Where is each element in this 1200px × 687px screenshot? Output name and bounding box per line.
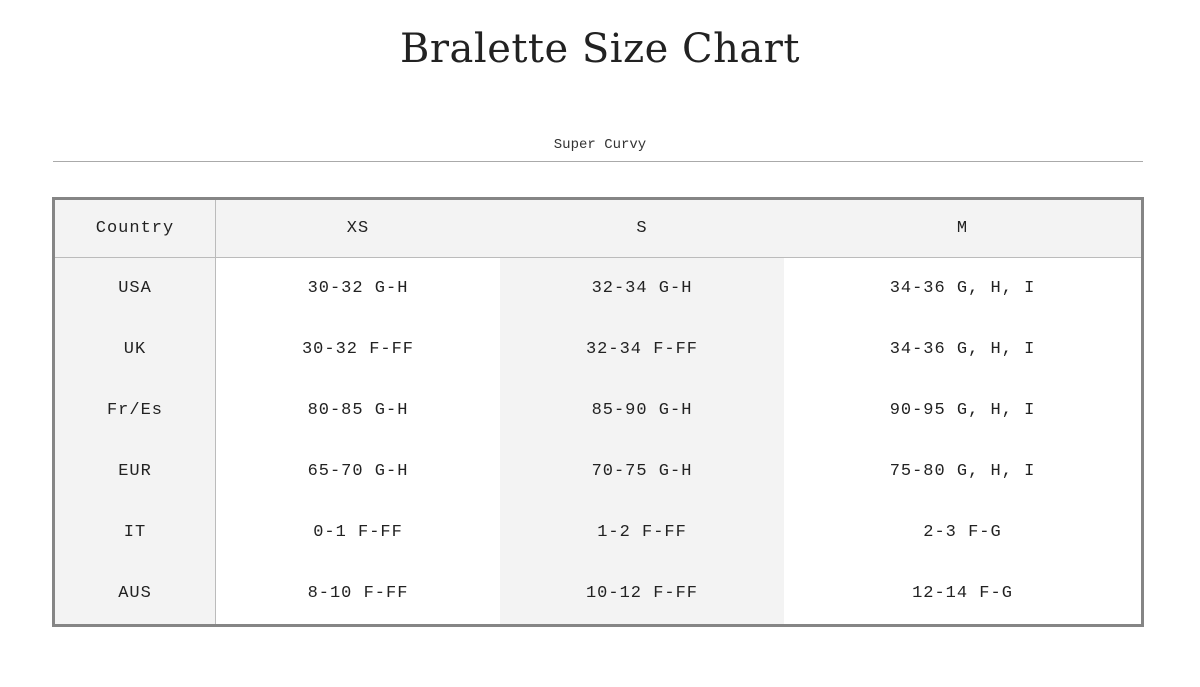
table-row: USA 30-32 G-H 32-34 G-H 34-36 G, H, I bbox=[53, 257, 1143, 319]
size-cell: 30-32 G-H bbox=[307, 279, 409, 298]
size-cell: 10-12 F-FF bbox=[500, 563, 784, 626]
size-cell: 75-80 G, H, I bbox=[889, 462, 1036, 481]
header-row: Country XS S M bbox=[53, 198, 1143, 258]
country-cell: UK bbox=[53, 319, 216, 380]
country-cell: USA bbox=[53, 257, 216, 319]
size-cell: 34-36 G, H, I bbox=[889, 340, 1036, 359]
size-cell: 12-14 F-G bbox=[912, 584, 1013, 603]
size-cell: 85-90 G-H bbox=[500, 380, 784, 441]
size-cell: 34-36 G, H, I bbox=[889, 279, 1036, 298]
header-m: M bbox=[784, 198, 1143, 258]
size-cell: 1-2 F-FF bbox=[500, 502, 784, 563]
country-cell: Fr/Es bbox=[53, 380, 216, 441]
size-cell: 70-75 G-H bbox=[500, 441, 784, 502]
size-cell: 80-85 G-H bbox=[307, 401, 409, 420]
header-country: Country bbox=[53, 198, 216, 258]
table-row: Fr/Es 80-85 G-H 85-90 G-H 90-95 G, H, I bbox=[53, 380, 1143, 441]
table-row: IT 0-1 F-FF 1-2 F-FF 2-3 F-G bbox=[53, 502, 1143, 563]
size-cell: 8-10 F-FF bbox=[307, 584, 409, 603]
country-cell: IT bbox=[53, 502, 216, 563]
size-chart-table: Country XS S M USA 30-32 G-H 32-34 G-H 34-3… bbox=[52, 197, 1144, 627]
size-cell: 2-3 F-G bbox=[923, 523, 1002, 542]
size-cell: 32-34 F-FF bbox=[500, 319, 784, 380]
header-xs: XS bbox=[215, 198, 500, 258]
size-cell: 30-32 F-FF bbox=[301, 340, 415, 359]
country-cell: EUR bbox=[53, 441, 216, 502]
table-row: EUR 65-70 G-H 70-75 G-H 75-80 G, H, I bbox=[53, 441, 1143, 502]
size-cell: 90-95 G, H, I bbox=[889, 401, 1036, 420]
table-row: UK 30-32 F-FF 32-34 F-FF 34-36 G, H, I bbox=[53, 319, 1143, 380]
header-s: S bbox=[500, 198, 784, 258]
tab-super-curvy[interactable]: Super Curvy bbox=[553, 137, 647, 153]
page-title: Bralette Size Chart bbox=[400, 26, 800, 72]
table-row: AUS 8-10 F-FF 10-12 F-FF 12-14 F-G bbox=[53, 563, 1143, 626]
country-cell: AUS bbox=[53, 563, 216, 626]
size-cell: 32-34 G-H bbox=[500, 257, 784, 319]
size-cell: 0-1 F-FF bbox=[313, 523, 403, 542]
divider bbox=[53, 161, 1143, 162]
size-cell: 65-70 G-H bbox=[307, 462, 409, 481]
